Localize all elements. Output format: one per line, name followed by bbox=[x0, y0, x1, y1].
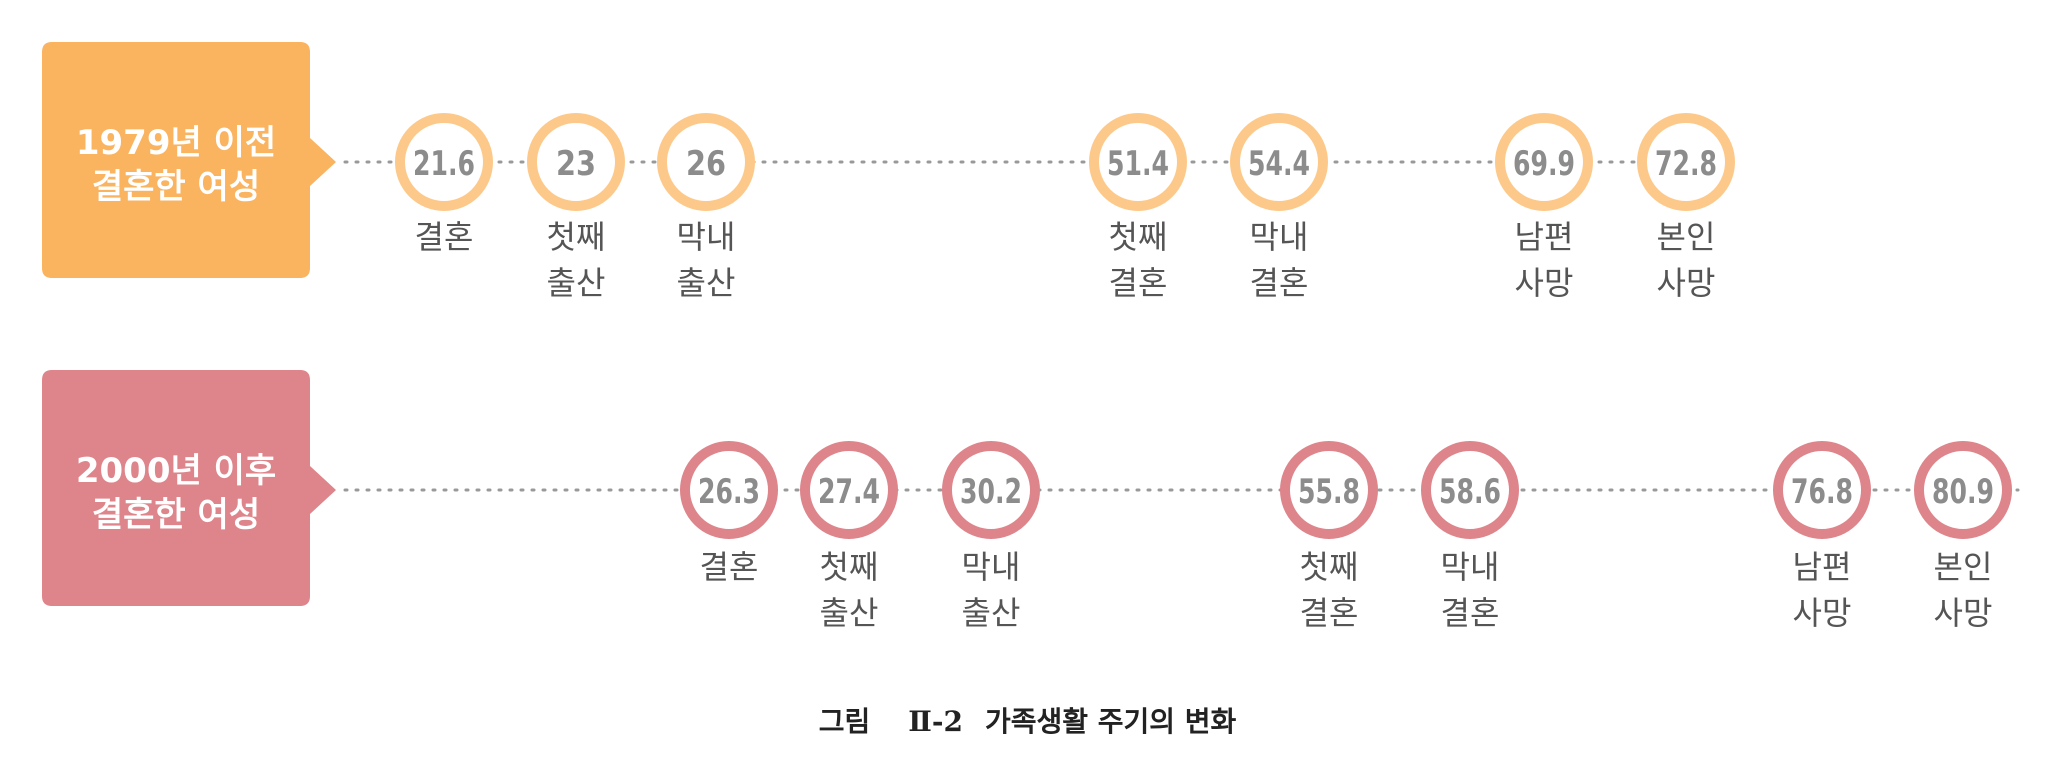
event-label-line-1: 결혼 bbox=[415, 218, 474, 256]
age-value: 72.8 bbox=[1655, 144, 1717, 184]
age-circle bbox=[1914, 441, 2012, 539]
age-value: 58.6 bbox=[1439, 472, 1501, 512]
event-label-line-1: 본인 bbox=[1934, 548, 1993, 586]
life-event: 21.6 결혼 bbox=[395, 113, 493, 256]
event-label-line-1: 남편 bbox=[1793, 548, 1852, 586]
age-value: 30.2 bbox=[960, 472, 1022, 512]
age-value: 26.3 bbox=[698, 472, 760, 512]
age-circle bbox=[1280, 441, 1378, 539]
caption-number: Ⅱ-2 bbox=[908, 705, 963, 738]
caption-prefix: 그림 bbox=[818, 705, 871, 738]
row-label-box bbox=[42, 42, 336, 278]
life-event: 26.3 결혼 bbox=[680, 441, 778, 586]
event-label-line-1: 첫째 bbox=[820, 548, 879, 586]
row-label-line-1: 2000년 이후 bbox=[76, 451, 276, 491]
age-value: 55.8 bbox=[1298, 472, 1360, 512]
event-label-line-1: 첫째 bbox=[1109, 218, 1168, 256]
age-circle bbox=[1089, 113, 1187, 211]
age-circle bbox=[1495, 113, 1593, 211]
event-label-line-1: 첫째 bbox=[1300, 548, 1359, 586]
event-label-line-2: 결혼 bbox=[1109, 264, 1168, 302]
event-label-line-2: 출산 bbox=[962, 594, 1021, 632]
age-circle bbox=[1230, 113, 1328, 211]
event-label-line-2: 사망 bbox=[1793, 594, 1852, 632]
event-label-line-2: 출산 bbox=[820, 594, 879, 632]
event-label-line-1: 막내 bbox=[962, 548, 1021, 586]
age-value: 21.6 bbox=[413, 144, 475, 184]
age-circle bbox=[1637, 113, 1735, 211]
age-circle bbox=[680, 441, 778, 539]
age-circle bbox=[1773, 441, 1871, 539]
age-circle bbox=[1421, 441, 1519, 539]
row-label-line-1: 1979년 이전 bbox=[76, 123, 276, 163]
event-label-line-2: 출산 bbox=[677, 264, 736, 302]
age-value: 51.4 bbox=[1107, 144, 1169, 184]
age-value: 54.4 bbox=[1248, 144, 1310, 184]
age-circle bbox=[942, 441, 1040, 539]
event-label-line-2: 결혼 bbox=[1250, 264, 1309, 302]
age-value: 80.9 bbox=[1932, 472, 1994, 512]
event-label-line-1: 남편 bbox=[1515, 218, 1574, 256]
caption-title: 가족생활 주기의 변화 bbox=[984, 705, 1237, 738]
event-label-line-2: 사망 bbox=[1657, 264, 1716, 302]
age-circle bbox=[657, 113, 755, 211]
row-label-line-2: 결혼한 여성 bbox=[92, 167, 260, 207]
age-circle bbox=[800, 441, 898, 539]
age-value: 69.9 bbox=[1513, 144, 1575, 184]
event-label-line-1: 막내 bbox=[677, 218, 736, 256]
event-label-line-1: 첫째 bbox=[547, 218, 606, 256]
event-label-line-2: 결혼 bbox=[1300, 594, 1359, 632]
event-label-line-2: 사망 bbox=[1515, 264, 1574, 302]
figure-caption: 그림 Ⅱ-2 가족생활 주기의 변화 bbox=[0, 700, 2055, 740]
age-value: 76.8 bbox=[1791, 472, 1853, 512]
age-value: 27.4 bbox=[818, 472, 880, 512]
event-label-line-2: 결혼 bbox=[1441, 594, 1500, 632]
age-value: 23 bbox=[556, 144, 596, 184]
row-label-box bbox=[42, 370, 336, 606]
row-label-line-2: 결혼한 여성 bbox=[92, 495, 260, 535]
event-label-line-2: 사망 bbox=[1934, 594, 1993, 632]
event-label-line-2: 출산 bbox=[547, 264, 606, 302]
event-label-line-1: 막내 bbox=[1250, 218, 1309, 256]
event-label-line-1: 본인 bbox=[1657, 218, 1716, 256]
age-circle bbox=[395, 113, 493, 211]
event-label-line-1: 결혼 bbox=[700, 548, 759, 586]
age-value: 26 bbox=[686, 144, 726, 184]
age-circle bbox=[527, 113, 625, 211]
event-label-line-1: 막내 bbox=[1441, 548, 1500, 586]
